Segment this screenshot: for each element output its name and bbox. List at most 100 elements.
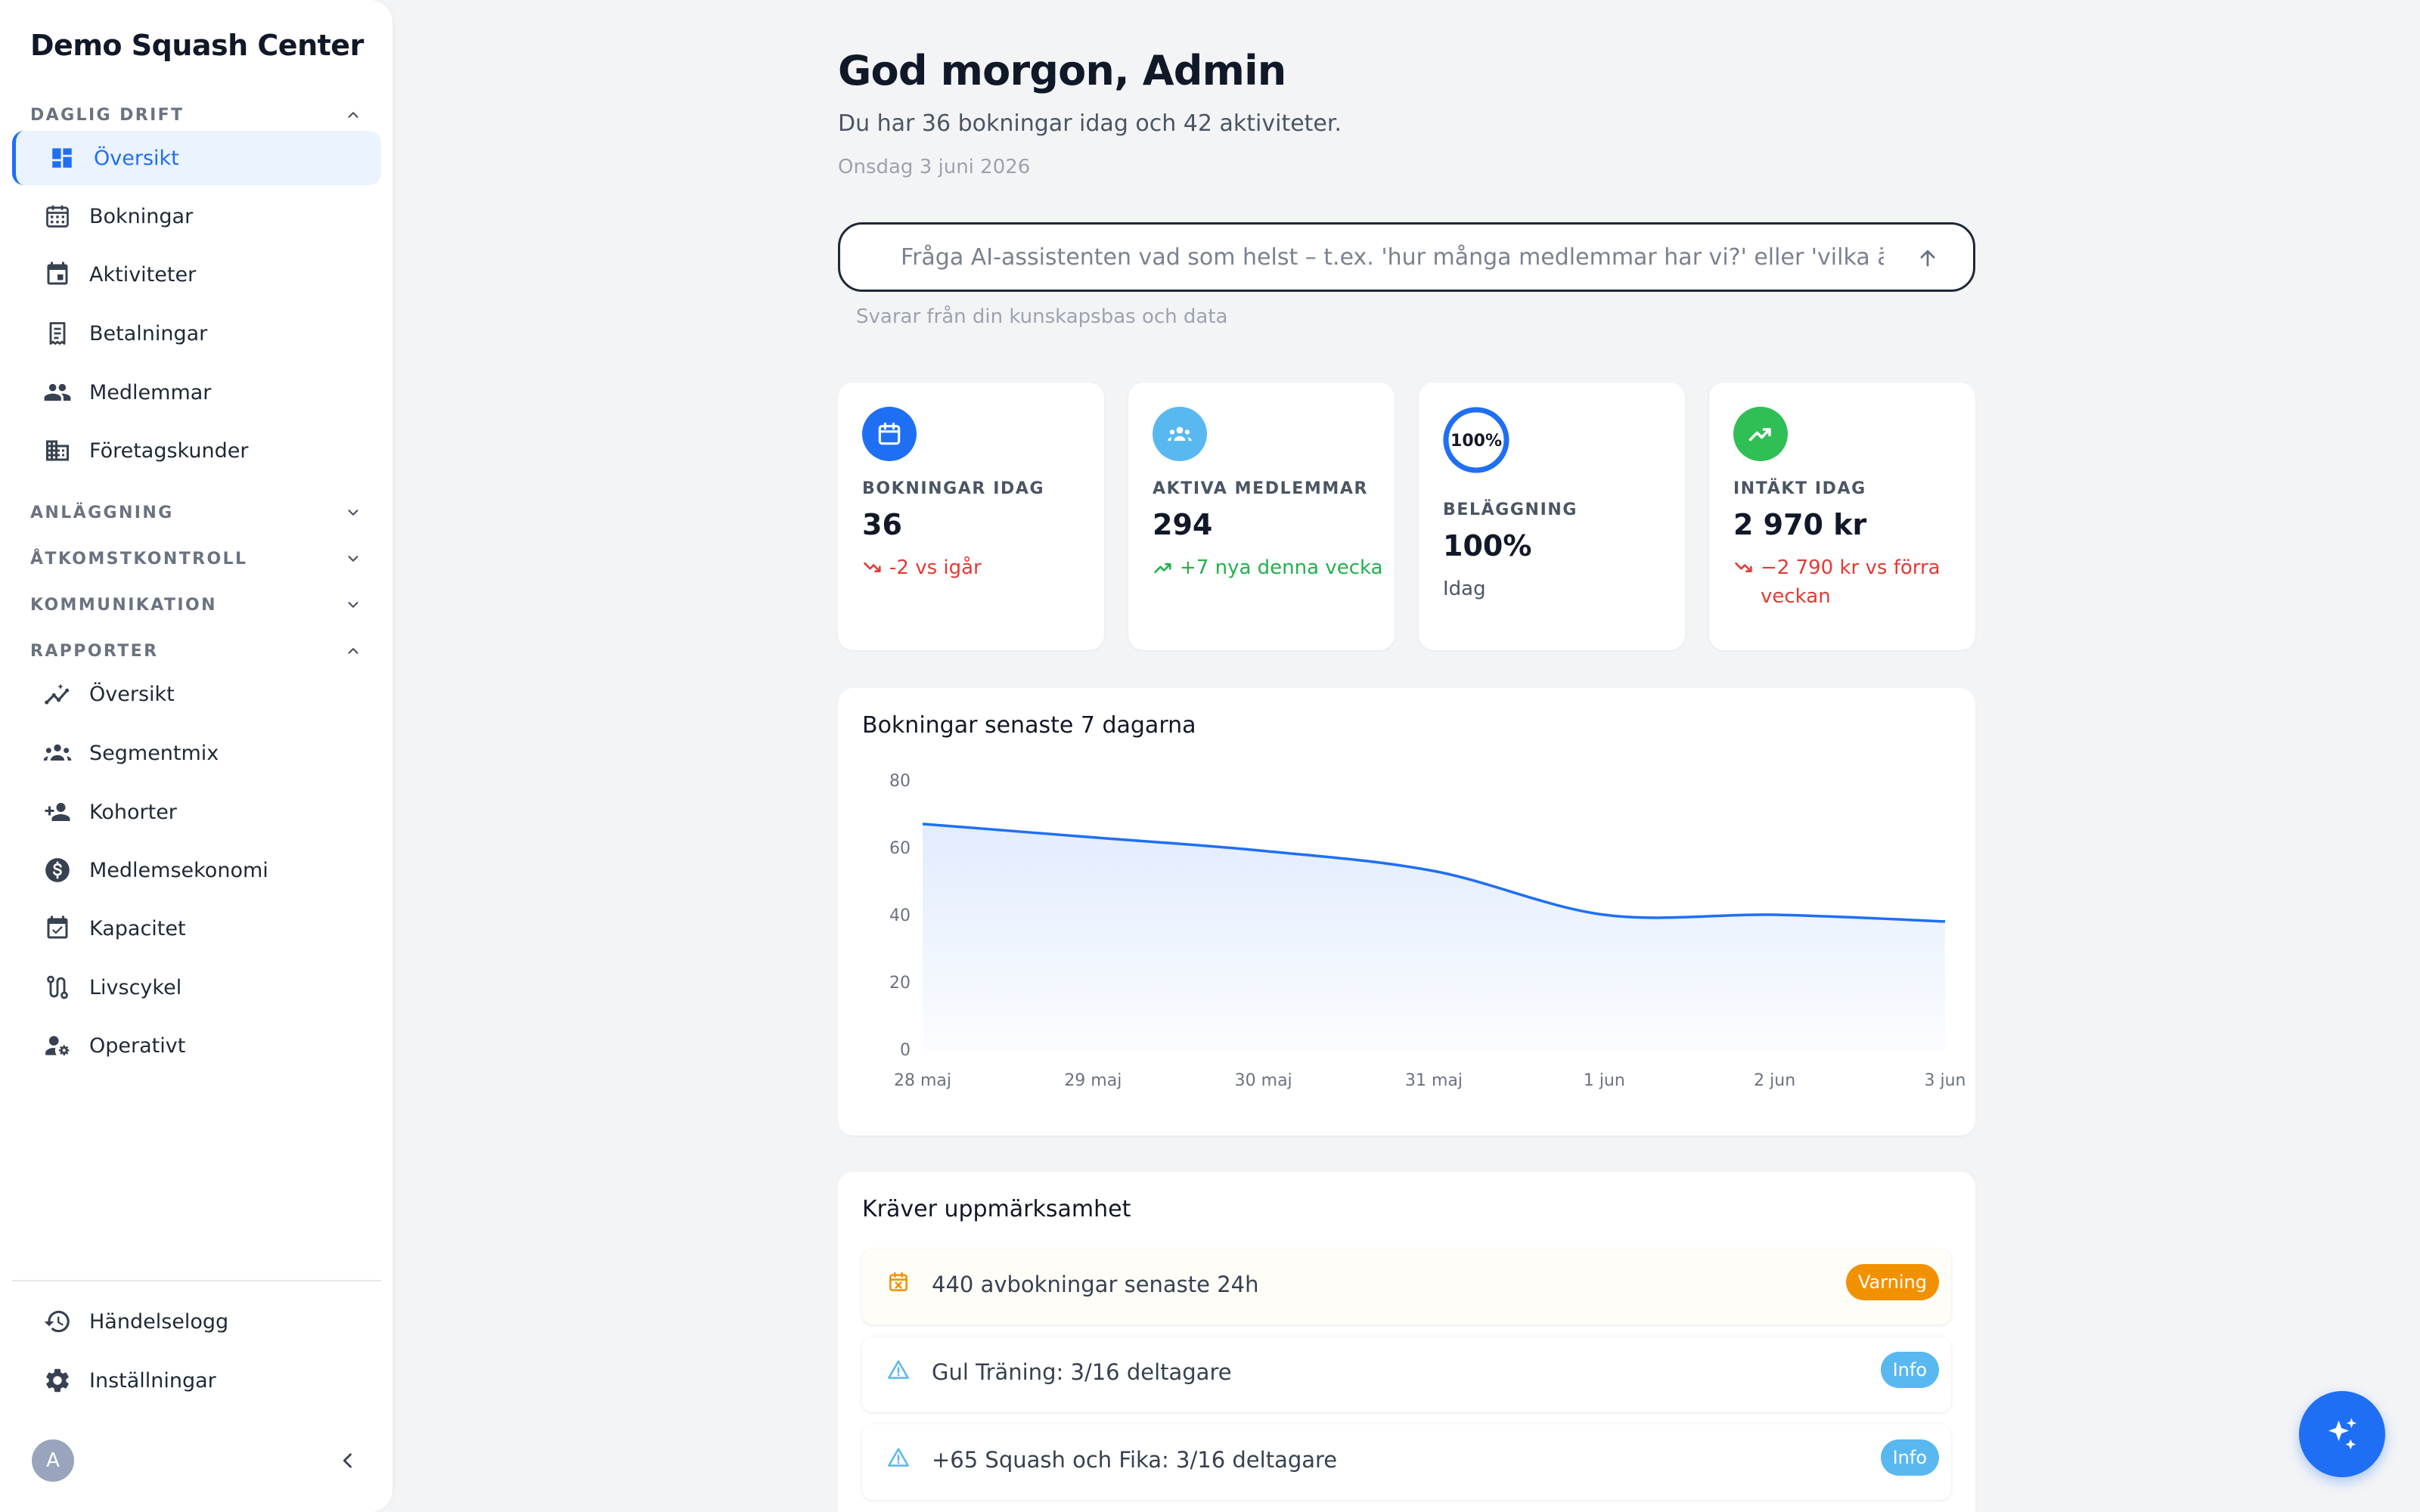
stat-label: Beläggning [1443, 500, 1578, 519]
stat-card-medlemmar: Aktiva medlemmar 294 +7 nya denna vecka [1128, 383, 1395, 650]
page-subtitle: Du har 36 bokningar idag och 42 aktivite… [838, 110, 1342, 137]
y-tick-label: 80 [889, 772, 911, 791]
sidebar-item-label: Medlemmar [89, 380, 212, 404]
ai-assistant-fab[interactable] [2299, 1391, 2385, 1477]
attention-item-text: Gul Träning: 3/16 deltagare [932, 1359, 1232, 1385]
attention-title: Kräver uppmärksamhet [862, 1196, 1131, 1222]
send-button[interactable] [1914, 244, 1941, 271]
x-tick-label: 3 jun [1925, 1071, 1966, 1090]
attention-item[interactable]: +65 Squash och Fika: 3/16 deltagare Info [862, 1424, 1951, 1500]
chevron-left-icon [343, 1453, 352, 1468]
brand-name: Demo Squash Center [30, 29, 364, 62]
sidebar-item-label: Aktiviteter [89, 262, 197, 287]
x-tick-label: 30 maj [1235, 1071, 1292, 1090]
sidebar-item-medlemmar[interactable]: Medlemmar [12, 365, 381, 420]
sidebar-item-medlemsekonomi[interactable]: Medlemsekonomi [12, 843, 381, 897]
attention-item-text: 440 avbokningar senaste 24h [932, 1272, 1259, 1297]
gear-icon [41, 1364, 74, 1397]
dashboard-icon [45, 141, 79, 175]
sidebar-item-segmentmix[interactable]: Segmentmix [12, 726, 381, 780]
sidebar-item-handelselogg[interactable]: Händelselogg [12, 1294, 381, 1349]
section-kommunikation[interactable]: Kommunikation [30, 590, 363, 620]
attention-item[interactable]: 440 avbokningar senaste 24h Varning [862, 1249, 1951, 1325]
stat-value: 36 [862, 508, 902, 541]
y-tick-label: 0 [900, 1041, 911, 1060]
chart-area [923, 823, 1945, 1049]
sidebar-item-oversikt[interactable]: Översikt [12, 131, 381, 185]
groups-icon [1153, 407, 1207, 461]
calendar-icon [862, 407, 917, 461]
y-tick-label: 20 [889, 974, 911, 993]
trending-down-icon [1735, 562, 1752, 572]
section-daglig-drift[interactable]: Daglig drift [30, 100, 363, 130]
warning-triangle-icon [885, 1444, 912, 1471]
y-tick-label: 40 [889, 906, 911, 925]
sidebar-item-label: Segmentmix [89, 741, 219, 765]
bookings-chart: 80 60 40 20 0 28 maj 29 maj 30 maj 31 maj 1 jun 2… [889, 772, 1966, 1090]
section-anlaggning[interactable]: Anläggning [30, 497, 363, 528]
sidebar-item-operativt[interactable]: Operativt [12, 1018, 381, 1073]
chevron-down-icon [343, 549, 363, 569]
collapse-sidebar-button[interactable] [331, 1444, 365, 1477]
chevron-down-icon [343, 595, 363, 615]
chart-title: Bokningar senaste 7 dagarna [862, 712, 1196, 739]
x-tick-label: 2 jun [1754, 1071, 1795, 1090]
status-badge: Varning [1845, 1264, 1939, 1300]
stat-card-belaggning: 100% Beläggning 100% Idag [1419, 383, 1685, 650]
manage-accounts-icon [41, 1029, 74, 1062]
attention-item-text: +65 Squash och Fika: 3/16 deltagare [932, 1447, 1338, 1473]
groups-icon [41, 736, 74, 770]
receipt-icon [41, 317, 74, 350]
x-tick-label: 1 jun [1584, 1071, 1625, 1090]
stat-card-intakt: Intäkt idag 2 970 kr −2 790 kr vs förra … [1709, 383, 1975, 650]
ai-assistant-input[interactable] [901, 243, 1884, 271]
sidebar-item-kohorter[interactable]: Kohorter [12, 785, 381, 839]
stat-value: 100% [1443, 529, 1532, 562]
dollar-circle-icon [41, 854, 74, 887]
sidebar-item-label: Översikt [94, 146, 179, 170]
chevron-up-icon [343, 641, 363, 661]
sidebar-item-label: Översikt [89, 682, 175, 706]
occupancy-ring: 100% [1441, 405, 1511, 475]
avatar[interactable]: A [32, 1439, 74, 1482]
stat-value: 2 970 kr [1733, 508, 1867, 541]
sidebar-item-aktiviteter[interactable]: Aktiviteter [12, 247, 381, 302]
page-title: God morgon, Admin [838, 47, 1286, 94]
sidebar-item-betalningar[interactable]: Betalningar [12, 306, 381, 361]
event-available-icon [41, 912, 74, 945]
sparkle-icon [2328, 1418, 2357, 1450]
sidebar-item-installningar[interactable]: Inställningar [12, 1353, 381, 1408]
trending-up-icon [1733, 407, 1788, 461]
section-title: Kommunikation [30, 595, 217, 615]
x-tick-label: 28 maj [894, 1071, 951, 1090]
stat-trend: +7 nya denna vecka [1153, 553, 1383, 582]
arrow-up-icon [1920, 249, 1935, 267]
stat-card-bokningar: Bokningar idag 36 -2 vs igår [838, 383, 1104, 650]
sidebar-item-kapacitet[interactable]: Kapacitet [12, 901, 381, 956]
sidebar-item-bokningar[interactable]: Bokningar [12, 189, 381, 243]
people-icon [41, 376, 74, 409]
section-title: Åtkomstkontroll [30, 549, 248, 569]
sidebar-item-foretagskunder[interactable]: Företagskunder [12, 423, 381, 478]
sidebar-item-label: Betalningar [89, 321, 208, 345]
bookings-chart-card: Bokningar senaste 7 dagarna 80 60 40 20 0 28… [838, 688, 1975, 1136]
attention-item[interactable]: Gul Träning: 3/16 deltagare Info [862, 1337, 1951, 1412]
sidebar-item-label: Medlemsekonomi [89, 858, 268, 882]
stat-label: Aktiva medlemmar [1153, 479, 1369, 498]
sidebar: Demo Squash Center Daglig drift Översikt… [0, 0, 392, 1512]
history-icon [41, 1305, 74, 1338]
occupancy-ring-label: 100% [1450, 432, 1502, 451]
sidebar-item-rapport-oversikt[interactable]: Översikt [12, 667, 381, 721]
status-badge: Info [1880, 1439, 1939, 1476]
sidebar-item-label: Kohorter [89, 800, 177, 824]
x-tick-label: 29 maj [1064, 1071, 1122, 1090]
trending-down-icon [864, 562, 881, 572]
building-icon [41, 434, 74, 467]
section-rapporter[interactable]: Rapporter [30, 636, 363, 666]
status-badge: Info [1880, 1352, 1939, 1388]
stat-trend-text: −2 790 kr vs förra veckan [1761, 556, 1941, 608]
section-atkomstkontroll[interactable]: Åtkomstkontroll [30, 544, 363, 574]
y-tick-label: 60 [889, 839, 911, 858]
section-title: Anläggning [30, 503, 174, 522]
sidebar-item-livscykel[interactable]: Livscykel [12, 960, 381, 1015]
